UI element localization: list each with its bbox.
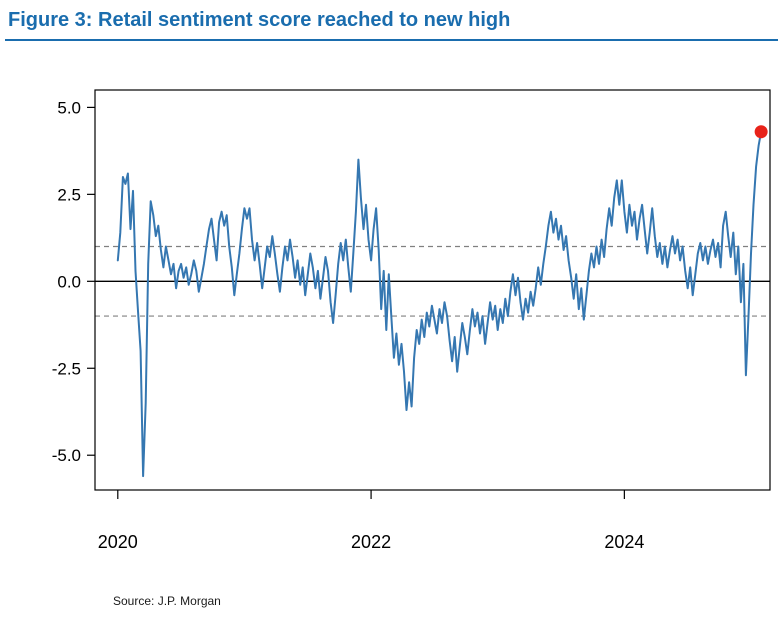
y-axis-tick-label: -2.5 — [52, 359, 81, 378]
figure-title: Figure 3: Retail sentiment score reached… — [8, 9, 511, 31]
y-axis-tick-label: 5.0 — [57, 98, 81, 117]
y-axis-tick-label: 2.5 — [57, 185, 81, 204]
y-axis-tick-label: -5.0 — [52, 446, 81, 465]
plot-border — [94, 89, 771, 491]
latest-high-point — [754, 125, 768, 139]
source-attribution: Source: J.P. Morgan — [113, 594, 221, 608]
x-axis-tick-label: 2020 — [98, 532, 138, 552]
x-axis-tick-label: 2022 — [351, 532, 391, 552]
sentiment-score-line — [116, 130, 763, 478]
x-axis-tick-label: 2024 — [604, 532, 644, 552]
y-axis-tick-label: 0.0 — [57, 272, 81, 291]
title-underline-rule — [5, 39, 778, 41]
